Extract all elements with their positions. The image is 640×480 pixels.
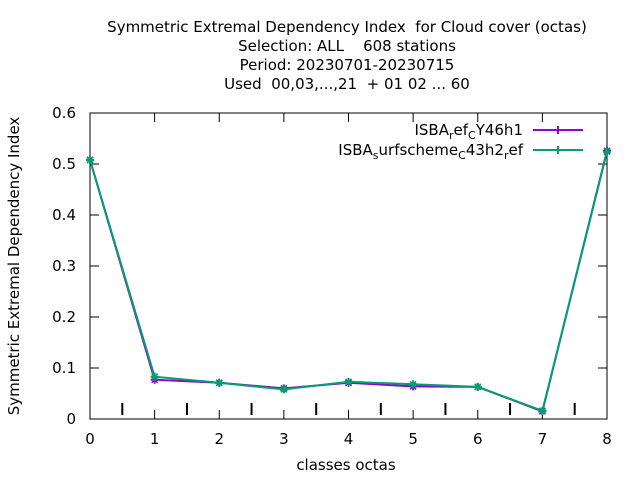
x-tick-label: 0 <box>85 430 95 448</box>
series-2-point <box>279 385 288 394</box>
series-1-line <box>89 150 608 413</box>
y-tick-label: 0.2 <box>52 308 76 326</box>
y-tick-label: 0.1 <box>52 359 76 377</box>
series-2-point <box>215 378 224 387</box>
y-tick-label: 0 <box>66 410 76 428</box>
series-2-line <box>89 151 608 413</box>
x-tick-label: 7 <box>538 430 548 448</box>
y-tick-label: 0.6 <box>52 104 76 122</box>
y-tick-label: 0.5 <box>52 155 76 173</box>
series-2-point <box>344 377 353 386</box>
chart-title: Symmetric Extremal Dependency Index for … <box>0 18 640 94</box>
title-line-2: Selection: ALL 608 stations <box>238 37 456 55</box>
legend-label-2: ISBAsurfschemeC43h2ref <box>338 141 523 162</box>
x-tick-label: 5 <box>408 430 418 448</box>
x-axis-label: classes octas <box>296 456 396 474</box>
point-mark <box>603 148 611 156</box>
point-mark <box>474 383 482 391</box>
point-mark <box>409 380 417 388</box>
point-mark <box>538 407 546 415</box>
x-tick-label: 2 <box>214 430 224 448</box>
x-tick-label: 3 <box>279 430 289 448</box>
series-2-point <box>538 406 547 415</box>
series-2-point <box>473 382 482 391</box>
y-tick-label: 0.3 <box>52 257 76 275</box>
legend-label-1: ISBArefCY46h1 <box>414 121 523 142</box>
point-mark <box>215 379 223 387</box>
x-tick-label: 8 <box>602 430 612 448</box>
title-line-1: Symmetric Extremal Dependency Index for … <box>107 18 587 36</box>
point-mark <box>344 378 353 386</box>
series-2-point <box>86 155 94 164</box>
x-tick-label: 6 <box>473 430 483 448</box>
x-tick-label: 4 <box>344 430 354 448</box>
series-2-point <box>150 372 159 381</box>
title-line-3: Period: 20230701-20230715 <box>239 56 455 74</box>
y-tick-label: 0.4 <box>52 206 76 224</box>
series-2-point <box>409 380 418 389</box>
series-2-point <box>603 147 611 156</box>
title-line-4: Used 00,03,...,21 + 01 02 ... 60 <box>224 75 470 93</box>
point-mark <box>86 156 94 164</box>
x-tick-label: 1 <box>150 430 160 448</box>
point-mark <box>151 373 159 381</box>
point-mark <box>280 385 288 393</box>
